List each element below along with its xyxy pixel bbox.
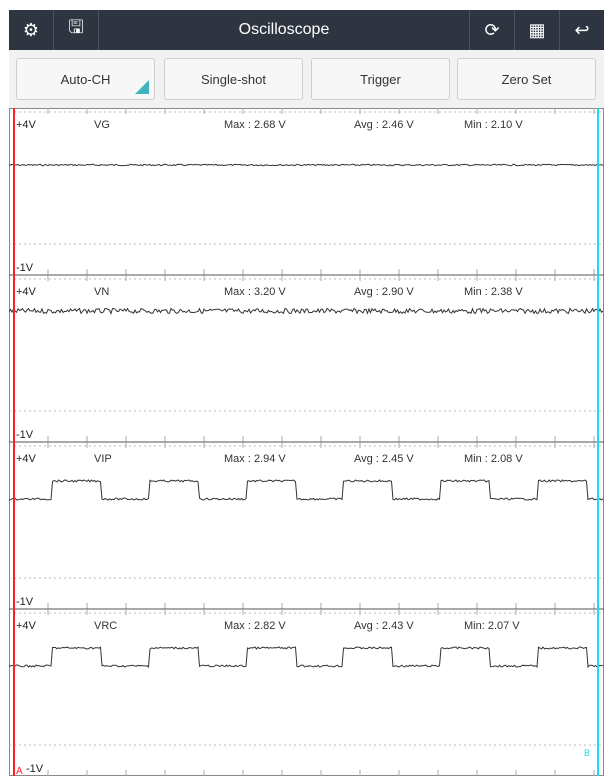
dropdown-corner-icon (135, 80, 149, 94)
top-bar: ⚙ 🖫 Oscilloscope ⟳ ▦ ↩ (9, 10, 604, 50)
toolbar: Auto-CH Single-shot Trigger Zero Set (9, 50, 604, 109)
min-value: Min : 2.08 V (464, 453, 523, 465)
auto-ch-button[interactable]: Auto-CH (16, 58, 155, 100)
waveform-vip (9, 479, 604, 501)
avg-value: Avg : 2.43 V (354, 620, 414, 632)
scale-bottom-label: -1V (16, 429, 34, 441)
cursor-b-label: B (584, 748, 590, 758)
refresh-button[interactable]: ⟳ (469, 10, 514, 50)
save-button[interactable]: 🖫 (54, 10, 99, 50)
waveform-vg (9, 163, 604, 167)
max-value: Max : 2.82 V (224, 620, 286, 632)
min-value: Min: 2.07 V (464, 620, 520, 632)
channel-name: VIP (94, 453, 112, 465)
page-title: Oscilloscope (238, 21, 330, 38)
scale-top-label: +4V (16, 119, 37, 131)
scale-top-label: +4V (16, 453, 37, 465)
max-value: Max : 2.94 V (224, 453, 286, 465)
refresh-icon: ⟳ (484, 19, 500, 40)
max-value: Max : 2.68 V (224, 119, 286, 131)
min-value: Min : 2.10 V (464, 119, 523, 131)
scale-top-label: +4V (16, 286, 37, 298)
channel-name: VG (94, 119, 110, 131)
waveform-vrc (9, 646, 604, 669)
trigger-button[interactable]: Trigger (311, 58, 450, 100)
scale-bottom-label: -1V (16, 596, 34, 608)
settings-button[interactable]: ⚙ (9, 10, 54, 50)
max-value: Max : 3.20 V (224, 286, 286, 298)
return-button[interactable]: ↩ (559, 10, 604, 50)
oscilloscope-plot[interactable]: +4V -1V VG Max : 2.68 V Avg : 2.46 V Min : 2.… (9, 108, 604, 776)
button-label: Single-shot (200, 71, 267, 87)
button-label: Auto-CH (60, 71, 111, 87)
single-shot-button[interactable]: Single-shot (164, 58, 303, 100)
scale-top-label: +4V (16, 620, 37, 632)
waveform-vn (9, 307, 604, 315)
button-label: Trigger (360, 71, 401, 87)
avg-value: Avg : 2.90 V (354, 286, 414, 298)
scale-bottom-label: -1V (16, 262, 34, 274)
avg-value: Avg : 2.45 V (354, 453, 414, 465)
return-icon: ↩ (574, 19, 590, 40)
save-list-icon: 🖫 (68, 17, 84, 37)
min-value: Min : 2.38 V (464, 286, 523, 298)
cursor-a-label: A (16, 766, 23, 776)
zero-set-button[interactable]: Zero Set (457, 58, 596, 100)
grid-button[interactable]: ▦ (514, 10, 559, 50)
channel-name: VN (94, 286, 109, 298)
scale-bottom-label: -1V (26, 763, 44, 775)
button-label: Zero Set (501, 71, 552, 87)
gear-icon: ⚙ (22, 19, 40, 40)
channel-name: VRC (94, 620, 117, 632)
grid-icon: ▦ (528, 19, 546, 40)
avg-value: Avg : 2.46 V (354, 119, 414, 131)
